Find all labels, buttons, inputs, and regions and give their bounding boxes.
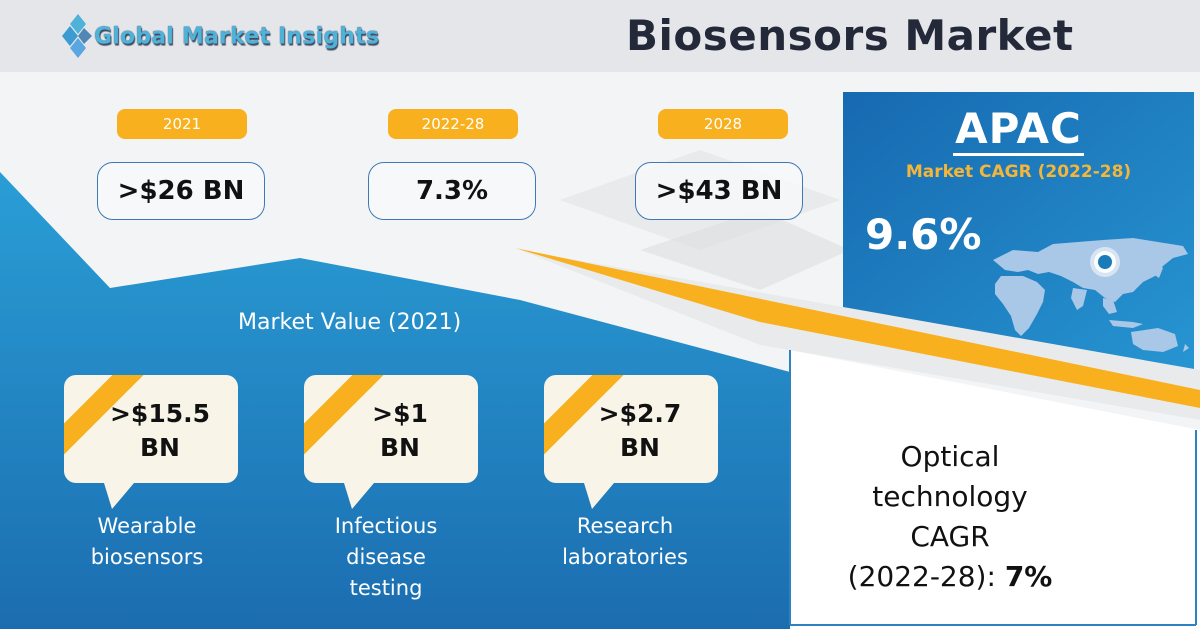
period-pill-2022-28: 2022-28 (388, 109, 518, 139)
market-value-title: Market Value (2021) (238, 310, 462, 335)
page-title: Biosensors Market (626, 11, 1074, 60)
segment-bubble-infectious: >$1 BN (304, 375, 478, 483)
world-map-icon (993, 238, 1189, 352)
apac-cagr-value: 9.6% (865, 210, 982, 259)
segment-label-wearable: Wearable biosensors (90, 514, 204, 569)
apac-region-title: APAC (843, 104, 1194, 156)
segment-label-infectious: Infectious disease testing (334, 514, 438, 600)
segment-value: >$1 BN (372, 399, 428, 462)
segment-value: >$2.7 BN (598, 399, 682, 462)
bubble-tail (104, 483, 134, 509)
period-pill-2028: 2028 (658, 109, 788, 139)
segment-bubble-wearable: >$15.5 BN (64, 375, 238, 483)
period-pill-2021: 2021 (117, 109, 247, 139)
value-box-cagr: 7.3% (368, 162, 536, 220)
optical-cagr-value: 7% (1004, 560, 1053, 593)
value-box-2021: >$26 BN (97, 162, 265, 220)
brand-logo[interactable]: Global Market Insights (62, 14, 379, 58)
diamond-logo-icon (62, 14, 92, 58)
optical-technology-stat: Optical technology CAGR (2022-28): 7% (847, 440, 1053, 593)
bubble-tail (584, 483, 614, 509)
value-box-2028: >$43 BN (635, 162, 803, 220)
apac-panel: APAC Market CAGR (2022-28) 9.6% (843, 92, 1194, 354)
header-bar: Global Market Insights Biosensors Market (0, 0, 1200, 72)
apac-subtitle: Market CAGR (2022-28) (905, 162, 1132, 182)
logo-text: Global Market Insights (94, 22, 380, 50)
segment-bubble-research: >$2.7 BN (544, 375, 718, 483)
segment-value: >$15.5 BN (109, 399, 211, 462)
segment-label-research: Research laboratories (562, 514, 688, 569)
bubble-tail (344, 483, 374, 509)
